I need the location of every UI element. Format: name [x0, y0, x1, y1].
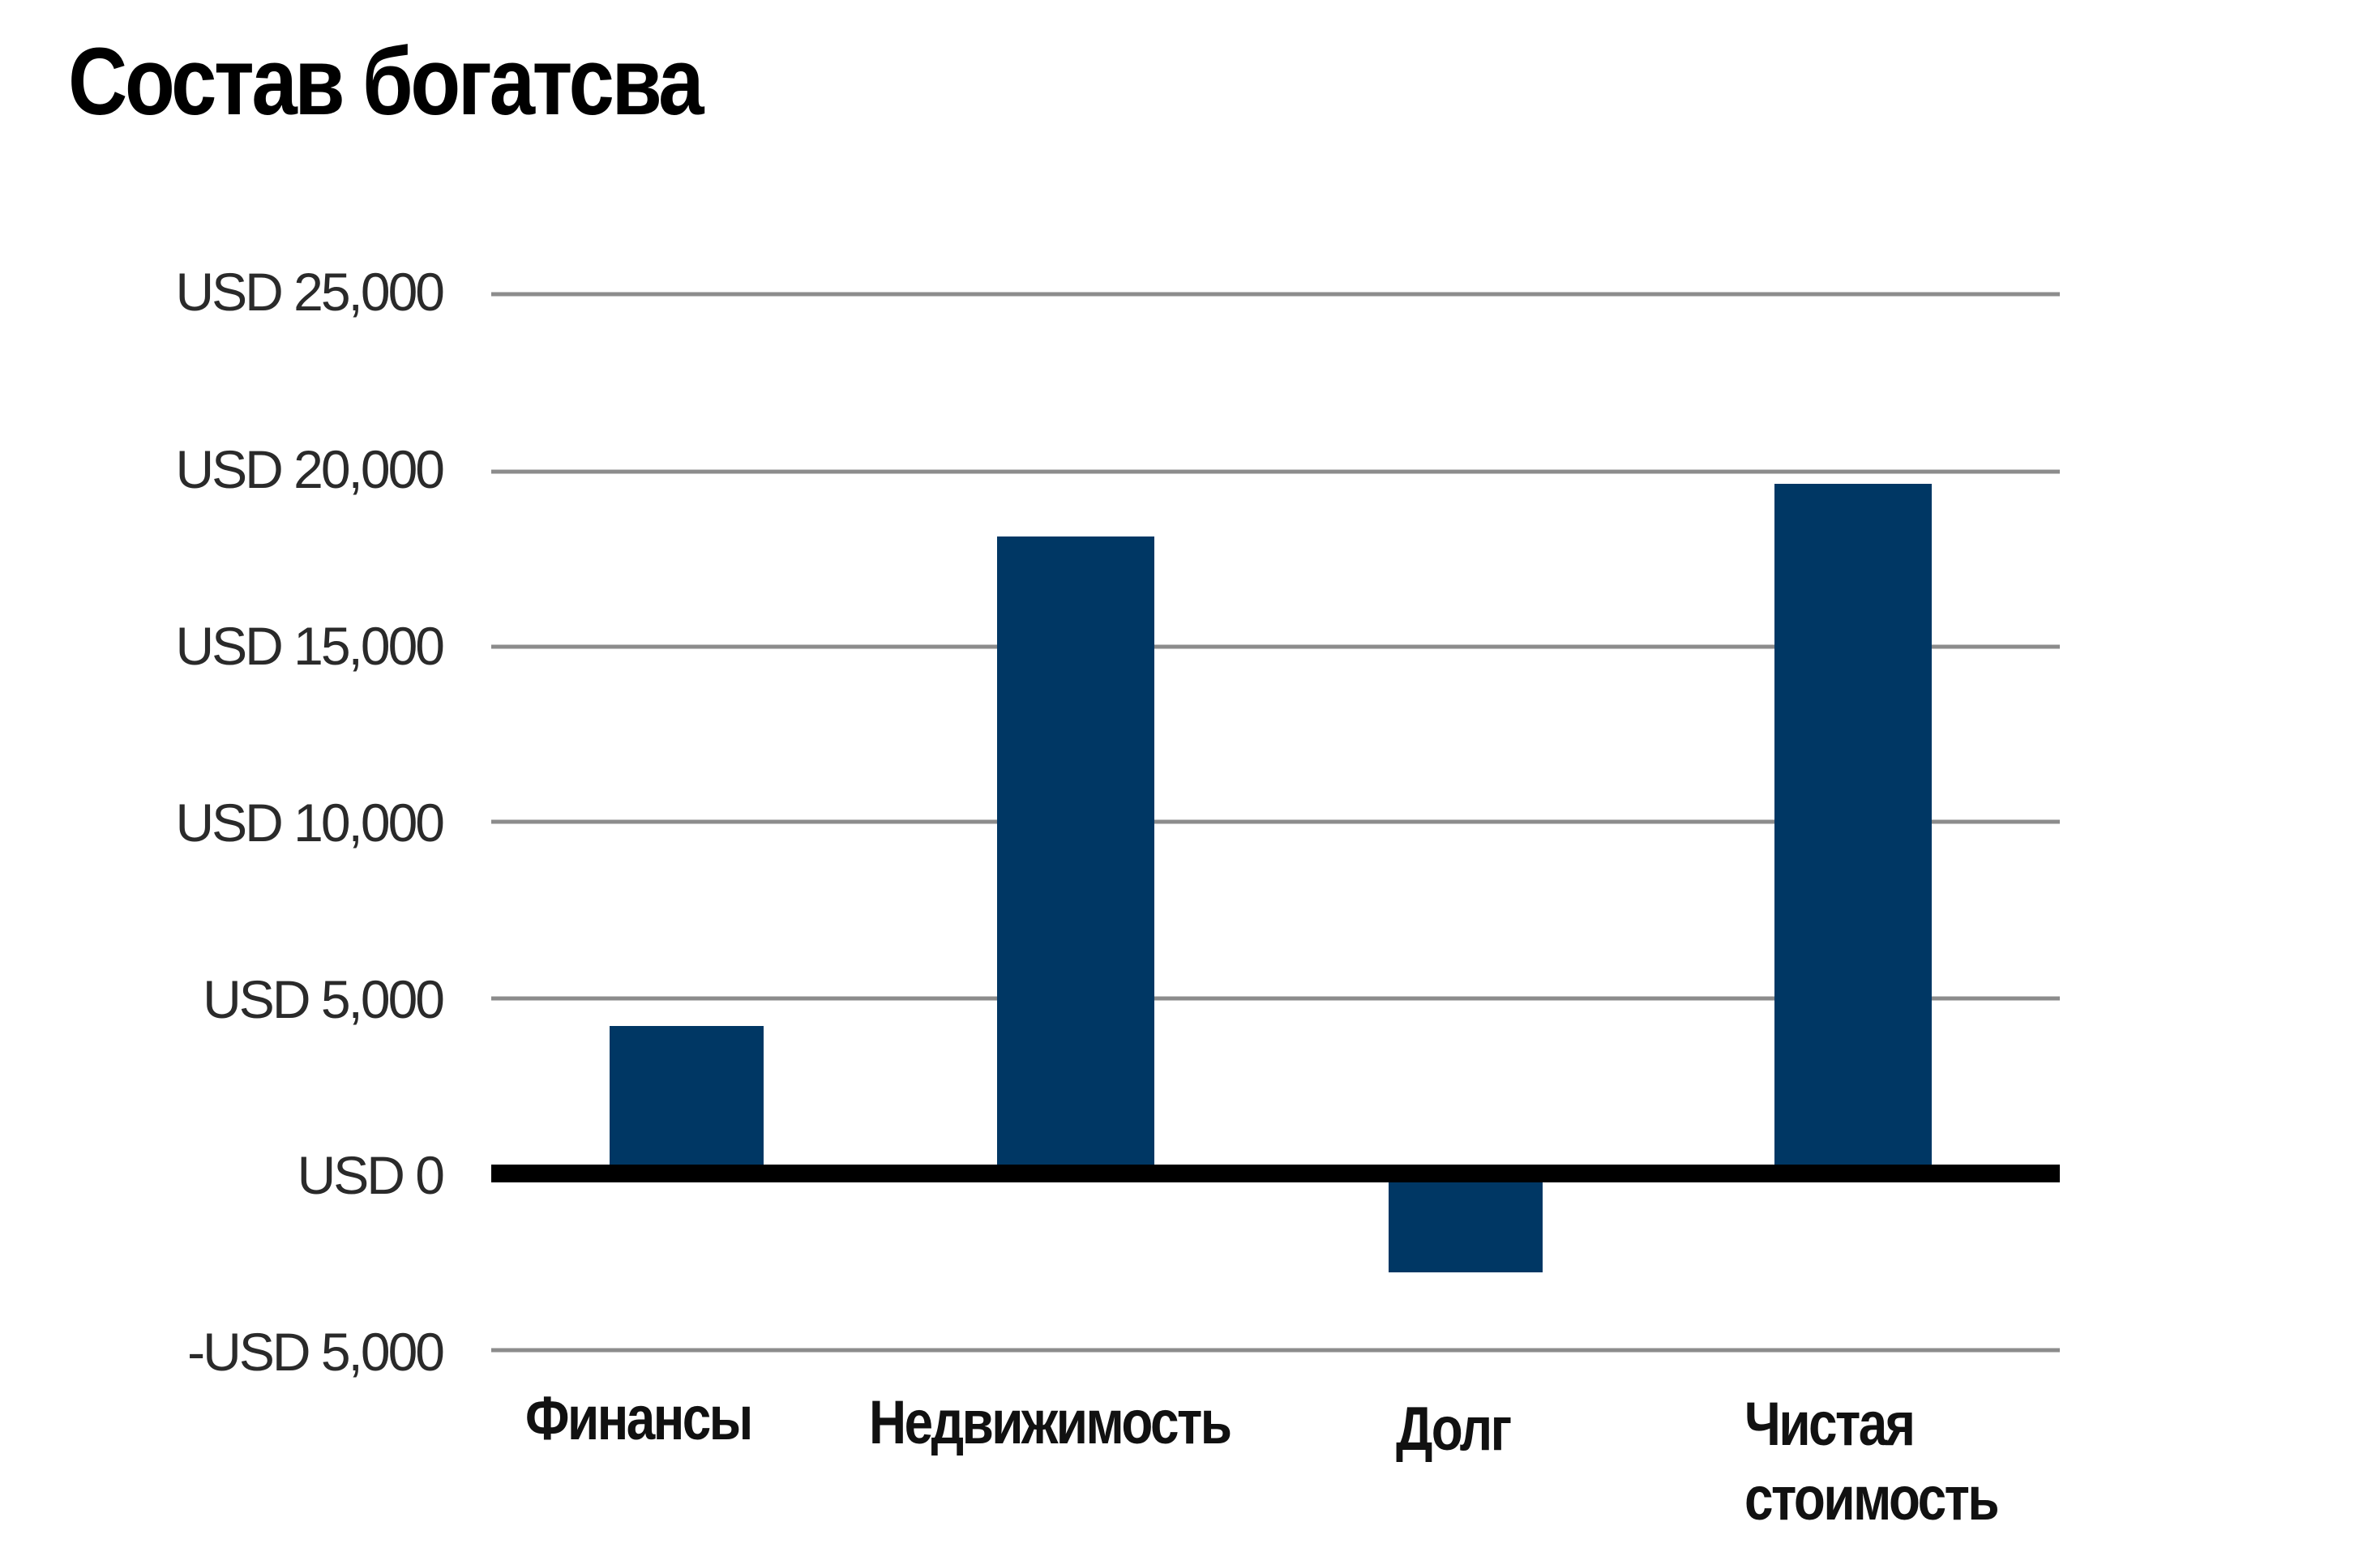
bar-real-estate	[997, 536, 1154, 1173]
gridline-15000	[491, 644, 2060, 649]
bar-finance	[610, 1025, 764, 1173]
gridline-5000	[491, 996, 2060, 1001]
bar-net-worth	[1774, 484, 1932, 1173]
x-label-line: Недвижимость	[869, 1388, 1232, 1457]
zero-axis-line	[491, 1165, 2060, 1182]
bar-debt	[1389, 1173, 1543, 1272]
y-tick-label: USD 15,000	[175, 616, 445, 676]
x-label-line: Финансы	[525, 1384, 753, 1453]
x-label-line: стоимость	[1744, 1464, 2000, 1533]
gridline-25000	[491, 292, 2060, 297]
y-tick-label: -USD 5,000	[187, 1322, 445, 1382]
y-tick-label: USD 25,000	[175, 262, 445, 322]
x-label-line: Долг	[1396, 1395, 1512, 1464]
x-label-debt: Долг	[1396, 1392, 1512, 1467]
x-label-line: Чистая	[1744, 1390, 1916, 1459]
x-label-finance: Финансы	[525, 1382, 753, 1456]
x-label-net-worth: Чистая стоимость	[1744, 1387, 2000, 1537]
gridline-10000	[491, 819, 2060, 824]
chart-title: Состав богатсва	[68, 28, 704, 135]
gridline-20000	[491, 469, 2060, 474]
y-tick-label: USD 0	[297, 1145, 445, 1205]
gridline-neg-5000	[491, 1348, 2060, 1353]
y-tick-label: USD 10,000	[175, 793, 445, 853]
y-tick-label: USD 20,000	[175, 439, 445, 499]
x-label-real-estate: Недвижимость	[869, 1386, 1232, 1460]
y-tick-label: USD 5,000	[203, 969, 445, 1029]
